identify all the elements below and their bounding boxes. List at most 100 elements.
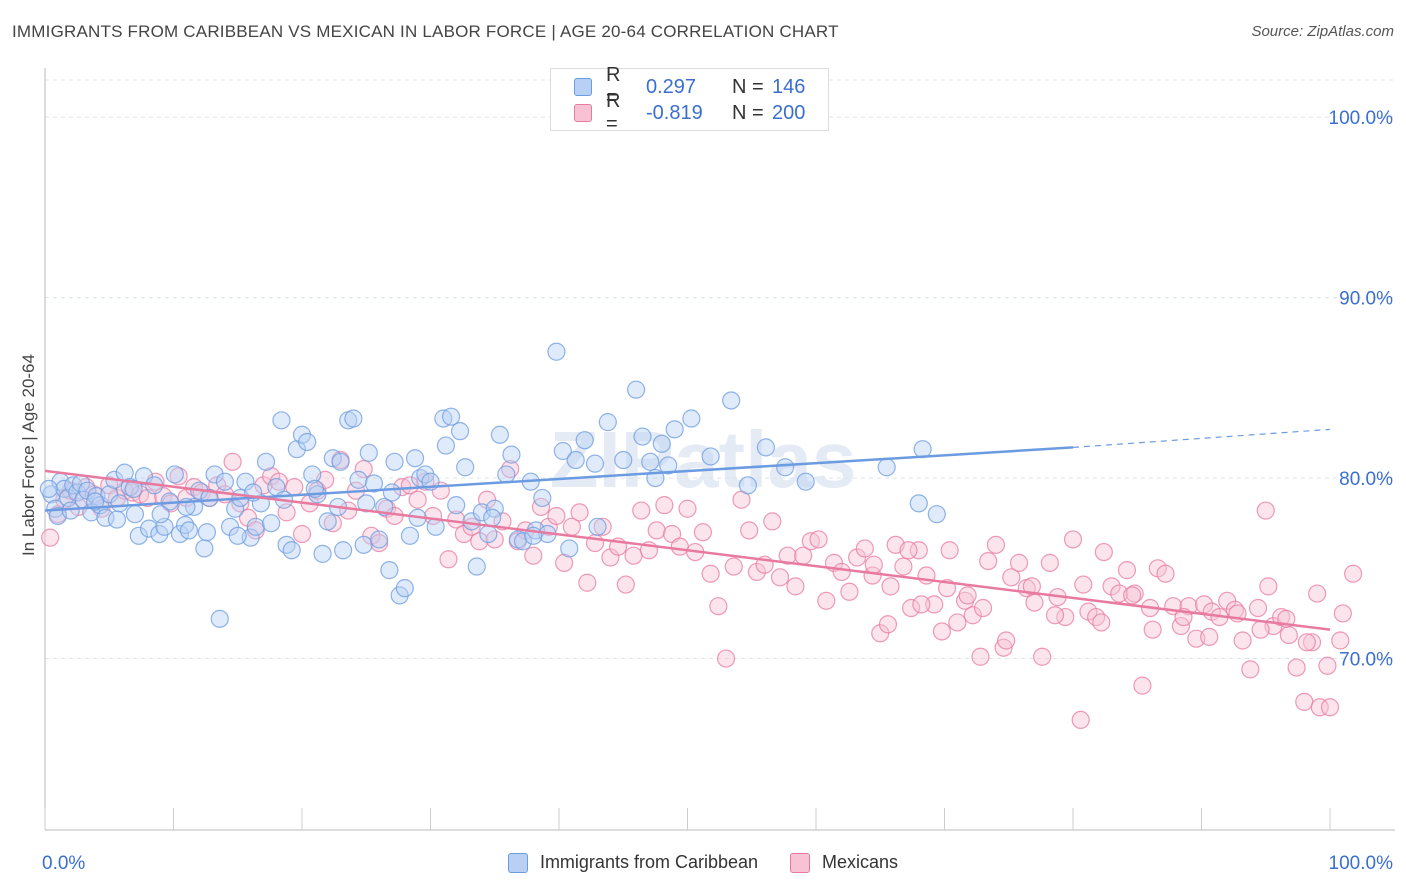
data-point <box>467 557 486 576</box>
r-value: -0.819 <box>646 101 703 124</box>
data-point <box>364 474 384 493</box>
data-point <box>575 431 594 450</box>
axes <box>44 68 1395 831</box>
data-point <box>560 539 579 558</box>
swatch-mexicans <box>790 852 811 873</box>
data-point <box>139 519 159 538</box>
data-point <box>986 535 1006 554</box>
r-label: R = <box>606 90 621 135</box>
data-point <box>298 432 317 452</box>
data-point <box>659 456 678 475</box>
data-point <box>303 465 322 484</box>
data-point <box>197 523 217 542</box>
data-point <box>1251 620 1270 639</box>
data-point <box>1009 553 1029 572</box>
data-point <box>195 539 214 558</box>
data-point <box>925 595 944 614</box>
n-label: N = <box>732 75 764 98</box>
data-point <box>877 458 896 477</box>
data-point <box>256 452 276 471</box>
data-point <box>740 521 759 540</box>
data-point <box>1143 620 1162 639</box>
data-point <box>626 380 646 399</box>
data-point <box>1302 633 1322 652</box>
data-point <box>1318 656 1337 675</box>
data-point <box>450 422 470 441</box>
data-point <box>614 450 633 470</box>
swatch-caribbean <box>574 78 592 96</box>
data-point <box>382 483 402 502</box>
data-point <box>1092 613 1111 632</box>
data-point <box>547 342 566 361</box>
data-point <box>1063 530 1083 549</box>
data-point <box>223 452 242 471</box>
data-point <box>246 517 265 536</box>
data-point <box>940 541 959 560</box>
data-point <box>1297 633 1316 652</box>
data-point <box>533 488 552 508</box>
data-point <box>447 496 466 515</box>
data-point <box>979 551 998 571</box>
data-point <box>436 436 456 455</box>
tick-labels: 70.0% 80.0% 90.0% 100.0% 0.0% 100.0% In Labor … <box>19 108 1393 874</box>
data-point <box>456 458 475 477</box>
data-point <box>1308 584 1327 603</box>
legend-item-mexicans[interactable]: Mexicans <box>790 852 898 873</box>
data-point <box>385 452 404 471</box>
data-point <box>262 514 281 533</box>
data-point <box>665 420 684 439</box>
data-point <box>1279 625 1298 645</box>
data-point <box>855 539 874 558</box>
data-point <box>598 413 617 432</box>
data-point <box>292 524 312 544</box>
data-point <box>670 537 689 556</box>
swatch-caribbean <box>507 852 528 873</box>
data-point <box>678 499 697 518</box>
series-legend: Immigrants from Caribbean Mexicans <box>0 852 1406 873</box>
stats-row-caribbean: R = 0.297 N = 146 <box>574 64 805 109</box>
data-point <box>502 445 521 464</box>
data-point <box>1320 698 1340 717</box>
data-point <box>41 528 60 547</box>
data-point <box>1133 676 1152 695</box>
trend-line <box>44 469 1331 631</box>
data-point <box>724 557 743 576</box>
trend-line-extension <box>1072 428 1331 448</box>
data-point <box>909 541 928 560</box>
data-point <box>963 606 982 625</box>
data-point <box>778 546 797 565</box>
data-point <box>997 631 1016 650</box>
data-point <box>215 472 234 491</box>
data-point <box>832 562 851 582</box>
data-point <box>408 490 427 509</box>
data-point <box>1094 542 1113 562</box>
data-point <box>655 496 674 515</box>
data-point <box>1333 604 1352 623</box>
data-point <box>652 434 671 453</box>
data-point <box>100 485 119 504</box>
data-point <box>763 512 782 531</box>
data-point <box>1310 698 1329 717</box>
data-point <box>786 577 805 596</box>
data-point <box>86 492 105 511</box>
data-point <box>756 438 775 457</box>
data-point <box>796 472 815 491</box>
data-point <box>1256 501 1275 520</box>
data-point <box>973 598 993 618</box>
data-point <box>129 526 148 545</box>
data-point <box>932 622 952 641</box>
data-point <box>287 440 306 459</box>
data-point <box>395 579 414 598</box>
data-point <box>380 561 399 580</box>
legend-item-caribbean[interactable]: Immigrants from Caribbean <box>507 852 759 873</box>
data-point <box>531 497 551 517</box>
data-point <box>894 557 913 576</box>
data-point <box>441 407 461 426</box>
data-point <box>331 452 350 471</box>
data-point <box>405 449 425 468</box>
data-point <box>370 530 389 549</box>
data-point <box>134 467 154 486</box>
data-point <box>840 582 859 601</box>
legend-label: Immigrants from Caribbean <box>539 852 759 872</box>
data-point <box>210 609 229 628</box>
